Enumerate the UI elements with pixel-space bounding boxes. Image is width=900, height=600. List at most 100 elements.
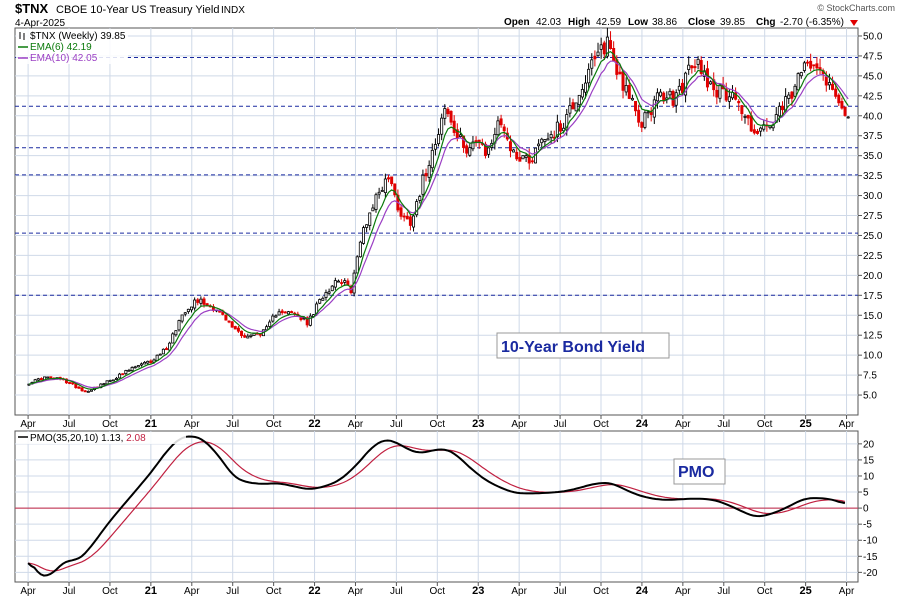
candle-body (277, 311, 281, 316)
price-candle (537, 139, 541, 151)
price-candle (330, 285, 334, 292)
x-tick-label: 21 (145, 585, 157, 597)
pmo-y-tick-label: 20 (863, 439, 875, 450)
price-candle (402, 212, 406, 222)
candle-body (809, 60, 813, 69)
legend-ema-6: EMA(6) 42.19 (30, 42, 92, 53)
price-candle (36, 377, 40, 381)
candle-body (433, 144, 437, 150)
candle-body (443, 108, 447, 119)
price-candle (374, 192, 378, 213)
candle-body (655, 92, 659, 102)
price-candle (105, 380, 109, 385)
price-candle (387, 174, 391, 183)
price-candle (752, 124, 756, 135)
price-candle (418, 194, 422, 204)
candle-body (227, 320, 231, 323)
price-candle (277, 308, 281, 316)
price-candle (687, 56, 691, 75)
candle-body (796, 73, 800, 91)
candle-body (834, 88, 838, 97)
price-candle (555, 114, 559, 143)
candle-body (161, 348, 165, 355)
legend-price: $TNX (Weekly) 39.85 (30, 31, 126, 42)
price-candle (64, 378, 68, 384)
candle-body (815, 63, 819, 69)
x-tick-label: Apr (675, 586, 691, 597)
price-candle (809, 53, 813, 72)
price-candle (83, 389, 87, 393)
candle-body (499, 118, 503, 126)
candle-body (77, 386, 81, 389)
price-candle (599, 37, 603, 59)
candle-body (696, 58, 700, 65)
price-candle (709, 80, 713, 85)
candle-body (740, 105, 744, 115)
candle-body (374, 194, 378, 210)
price-y-tick-label: 37.5 (863, 131, 883, 142)
price-candle (624, 77, 628, 96)
ema-6-line (28, 51, 849, 390)
price-candle (130, 366, 134, 373)
candle-body (199, 298, 203, 304)
price-candle (230, 321, 234, 328)
candle-body (634, 101, 638, 112)
price-candle (487, 147, 491, 158)
candle-body (71, 382, 75, 385)
candle-body (330, 285, 334, 292)
candle-body (846, 116, 850, 119)
candle-body (724, 88, 728, 101)
candle-body (584, 82, 588, 93)
candle-body (299, 317, 303, 321)
x-tick-label: Oct (593, 586, 609, 597)
candle-body (86, 390, 90, 393)
price-candle (127, 368, 131, 372)
candle-body (265, 326, 269, 331)
price-candle (390, 176, 394, 187)
candle-body (449, 110, 453, 123)
candle-body (627, 84, 631, 99)
candle-body (687, 64, 691, 70)
price-candle (440, 113, 444, 141)
price-candle (524, 153, 528, 162)
price-candle (530, 157, 534, 164)
candle-body (596, 51, 600, 57)
price-candle (171, 332, 175, 344)
price-candle (415, 198, 419, 218)
x-tick-label: Jul (63, 586, 76, 597)
candle-body (124, 370, 128, 375)
x-tick-label: 21 (145, 418, 157, 430)
candle-body (180, 314, 184, 322)
price-candle (77, 386, 81, 389)
price-candle (715, 84, 719, 105)
price-candle (840, 97, 844, 110)
price-candle (696, 56, 700, 70)
candle-body (133, 366, 137, 369)
x-tick-label: Oct (757, 586, 773, 597)
high-value: 42.59 (596, 17, 621, 28)
down-arrow-icon (850, 20, 858, 26)
price-candle (646, 110, 650, 119)
price-candle (39, 377, 43, 381)
price-candle (580, 83, 584, 100)
price-candle (812, 64, 816, 70)
x-tick-label: Oct (102, 419, 118, 430)
candle-body (709, 81, 713, 85)
price-candle (165, 346, 169, 351)
candle-body (790, 91, 794, 99)
candle-body (290, 311, 294, 313)
price-y-tick-label: 27.5 (863, 211, 883, 222)
price-candle (324, 289, 328, 301)
price-candle (496, 116, 500, 136)
price-candle (383, 173, 387, 198)
price-candle (177, 319, 181, 332)
candle-body (127, 369, 131, 372)
x-tick-label: Jul (226, 419, 239, 430)
price-candle (433, 138, 437, 156)
candle-body (158, 353, 162, 356)
candle-body (465, 145, 469, 154)
pmo-legend-bg (16, 432, 186, 444)
candle-body (749, 115, 753, 132)
candle-body (274, 315, 278, 318)
candle-body (68, 382, 72, 384)
